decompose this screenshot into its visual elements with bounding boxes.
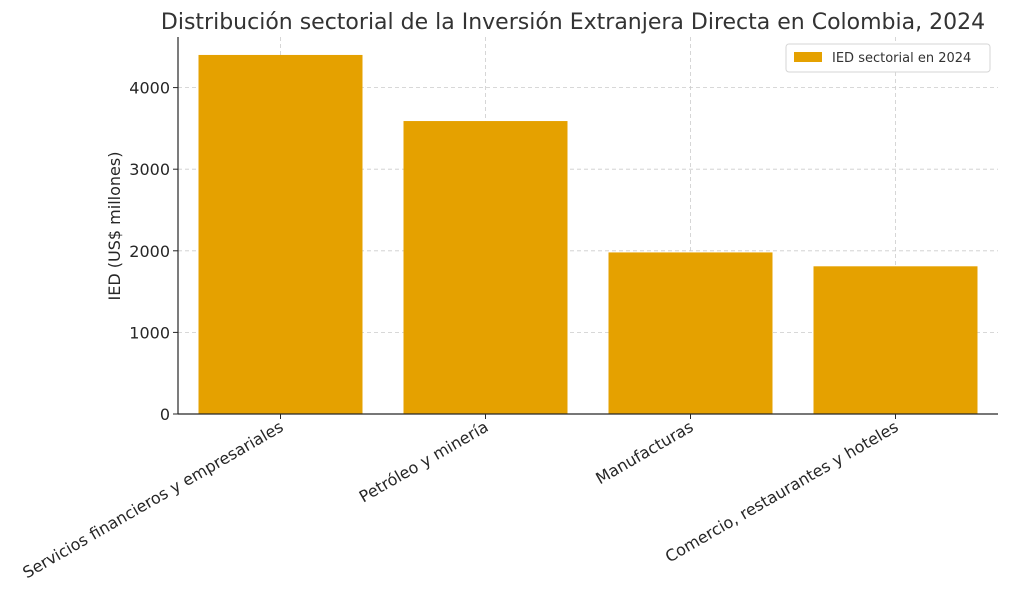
- axes: [173, 37, 998, 419]
- y-tick-label: 3000: [129, 160, 170, 179]
- bar: [198, 54, 363, 414]
- legend-swatch: [794, 52, 822, 62]
- bar: [813, 266, 978, 414]
- y-tick-label: 4000: [129, 79, 170, 98]
- x-tick-label: Manufacturas: [592, 417, 696, 488]
- y-axis-label: IED (US$ millones): [105, 152, 124, 301]
- y-tick-label: 1000: [129, 323, 170, 342]
- x-tick-label: Comercio, restaurantes y hoteles: [662, 417, 902, 566]
- y-tick-label: 2000: [129, 242, 170, 261]
- x-tick-label: Petróleo y minería: [356, 417, 492, 506]
- x-tick-label: Servicios financieros y empresariales: [19, 417, 286, 582]
- y-tick-label: 0: [160, 405, 170, 424]
- legend-frame: [785, 43, 991, 73]
- legend: IED sectorial en 2024: [785, 43, 991, 73]
- legend-entry: IED sectorial en 2024: [832, 51, 971, 66]
- bar: [608, 252, 773, 414]
- chart-title: Distribución sectorial de la Inversión E…: [161, 10, 985, 35]
- bar: [403, 121, 568, 415]
- bars: [198, 54, 978, 415]
